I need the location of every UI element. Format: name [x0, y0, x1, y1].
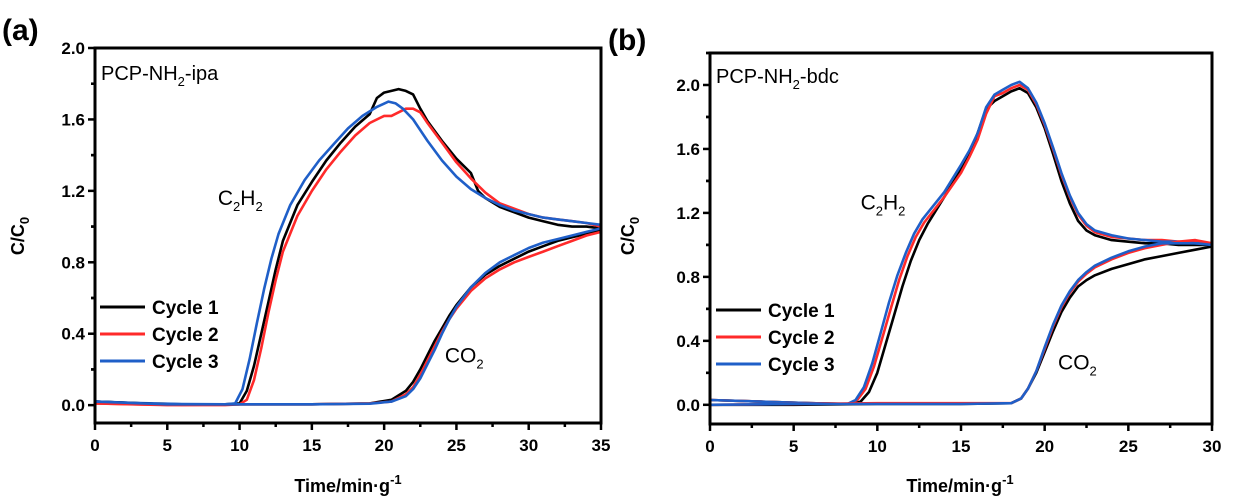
x-tick-label: 5: [789, 437, 798, 456]
series-c2h2-cycle-2: [93, 107, 603, 407]
series-c2h2-cycle-1: [708, 86, 1214, 406]
panel-b-x-axis-title: Time/min·g-1: [906, 472, 1013, 496]
series-c2h2-cycle-3: [93, 100, 603, 406]
y-tick-label: 1.6: [61, 110, 85, 129]
panel-b-label: (b): [608, 24, 646, 57]
panel-b-c2h2-label: C2H2: [861, 192, 906, 219]
y-tick-label: 2.0: [676, 76, 700, 95]
legend-label-cycle-2: Cycle 2: [768, 328, 835, 349]
y-tick-label: 0.0: [676, 396, 700, 415]
y-tick-label: 2.0: [61, 39, 85, 58]
panel-a-ticks: 0 5 10 15 20 25 30 35 0.0 0.4 0.8 1.2 1.6 2.0: [61, 39, 610, 455]
panel-b-co2-label: CO2: [1058, 352, 1097, 379]
panel-b-series: [708, 80, 1214, 407]
panel-b-sample-label: PCP-NH2-bdc: [716, 66, 839, 92]
x-tick-label: 15: [302, 436, 321, 455]
legend-label-cycle-3: Cycle 3: [152, 352, 219, 373]
series-c2h2-cycle-3: [708, 80, 1214, 406]
y-tick-label: 0.8: [676, 268, 700, 287]
y-tick-label: 1.6: [676, 140, 700, 159]
y-tick-label: 1.2: [61, 182, 85, 201]
y-tick-label: 1.2: [676, 204, 700, 223]
y-tick-label: 0.4: [61, 325, 85, 344]
panel-a-series: [93, 87, 603, 407]
panel-b-ticks: 0 5 10 15 20 25 30 0.0 0.4 0.8 1.2 1.6 2.0: [676, 51, 1222, 456]
x-tick-label: 10: [230, 436, 249, 455]
x-tick-label: 10: [868, 437, 887, 456]
x-tick-label: 30: [519, 436, 538, 455]
legend-label-cycle-1: Cycle 1: [768, 301, 835, 322]
series-co2-cycle-2: [708, 238, 1214, 407]
panel-a-y-axis-title: C/C0: [8, 217, 32, 255]
y-tick-label: 0.8: [61, 253, 85, 272]
series-co2-cycle-3: [708, 242, 1214, 407]
x-tick-label: 5: [163, 436, 172, 455]
panel-a-c2h2-label: C2H2: [218, 187, 263, 214]
x-tick-label: 25: [447, 436, 466, 455]
legend-label-cycle-3: Cycle 3: [768, 355, 835, 376]
panel-b-legend: Cycle 1 Cycle 2 Cycle 3: [716, 301, 835, 376]
x-tick-label: 20: [1035, 437, 1054, 456]
series-c2h2-cycle-2: [708, 83, 1214, 406]
panel-a-sample-label: PCP-NH2-ipa: [101, 63, 219, 89]
x-tick-label: 35: [592, 436, 611, 455]
x-tick-label: 30: [1203, 437, 1222, 456]
x-tick-label: 25: [1119, 437, 1138, 456]
legend-label-cycle-2: Cycle 2: [152, 325, 219, 346]
x-tick-label: 0: [90, 436, 99, 455]
panel-b: (b) 0 5 10 15 20 25 30 0.0 0.4 0.8 1.2 1.6 2.0 PCP-N…: [608, 24, 1221, 496]
x-tick-label: 15: [952, 437, 971, 456]
panel-a-label: (a): [2, 14, 39, 47]
x-tick-label: 20: [375, 436, 394, 455]
panel-a-x-axis-title: Time/min·g-1: [294, 472, 401, 496]
panel-a-co2-label: CO2: [445, 344, 484, 371]
legend-label-cycle-1: Cycle 1: [152, 298, 219, 319]
series-co2-cycle-3: [93, 227, 603, 406]
series-co2-cycle-1: [708, 245, 1214, 407]
x-tick-label: 0: [705, 437, 714, 456]
y-tick-label: 0.4: [676, 332, 700, 351]
panel-a: (a) 0 5 10 15 20 25 30 35 0.0 0.4 0.8 1.2 1.6 2.0 PCP…: [2, 14, 610, 496]
y-tick-label: 0.0: [61, 396, 85, 415]
series-c2h2-cycle-1: [93, 87, 603, 406]
panel-a-legend: Cycle 1 Cycle 2 Cycle 3: [100, 298, 219, 373]
panel-b-y-axis-title: C/C0: [618, 217, 642, 255]
